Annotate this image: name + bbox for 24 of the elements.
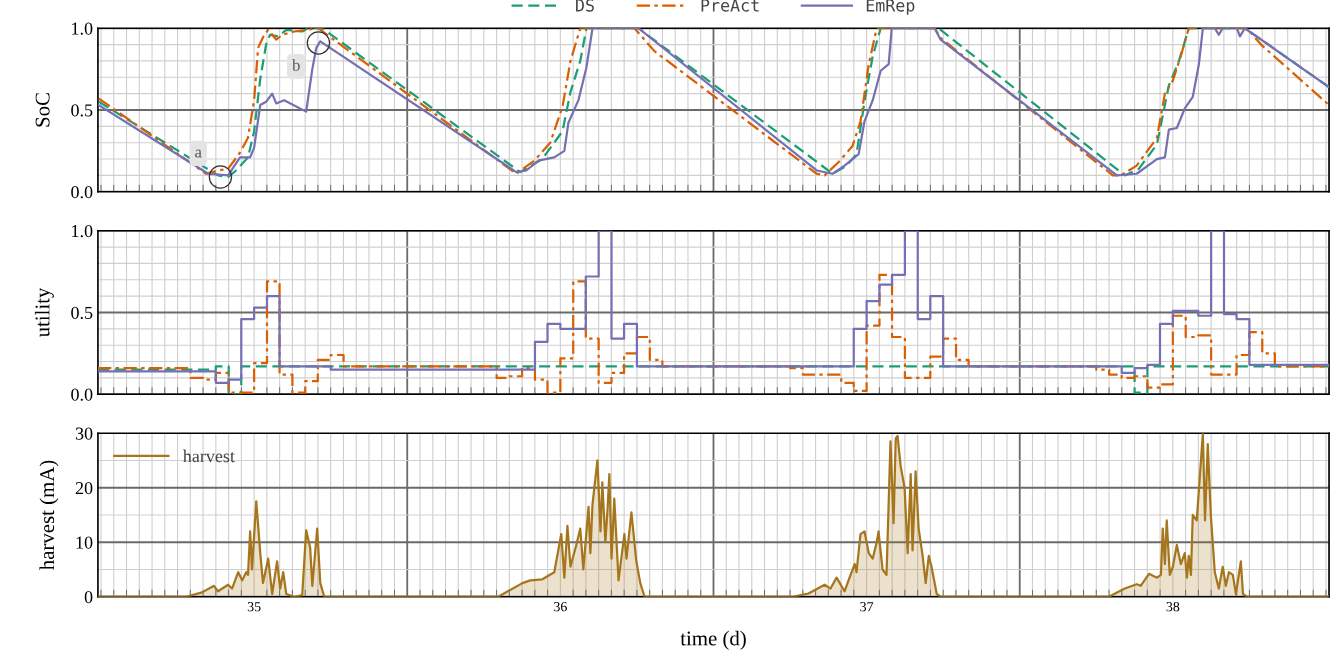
- annotation: a: [195, 149, 202, 158]
- y-axis-title: utility: [34, 287, 54, 338]
- legend-label: PreAct: [701, 0, 759, 12]
- x-axis-title: time (d): [680, 630, 746, 650]
- y-tick-label: 0.0: [71, 388, 93, 401]
- y-tick-label: 10: [76, 536, 93, 549]
- x-tick-label: 36: [554, 602, 567, 612]
- y-tick-label: 20: [75, 481, 93, 495]
- y-tick-label: 0.0: [71, 186, 93, 199]
- y-tick-label: 1.0: [72, 224, 93, 238]
- y-axis-title: SoC: [35, 93, 50, 127]
- legend-label: DS: [576, 0, 594, 12]
- x-tick-label: 37: [860, 602, 874, 612]
- legend-label: EmRep: [866, 0, 915, 15]
- y-tick-label: 0.5: [71, 104, 93, 117]
- legend-label: harvest: [182, 449, 235, 463]
- y-tick-label: 1.0: [72, 22, 93, 35]
- y-tick-label: 0.5: [71, 306, 93, 319]
- y-tick-label: 30: [75, 427, 93, 440]
- y-tick-label: 0: [84, 590, 93, 604]
- annotation: b: [292, 58, 300, 71]
- x-tick-label: 35: [247, 602, 261, 612]
- y-axis-title: harvest (mA): [39, 460, 59, 571]
- x-tick-label: 38: [1166, 602, 1180, 612]
